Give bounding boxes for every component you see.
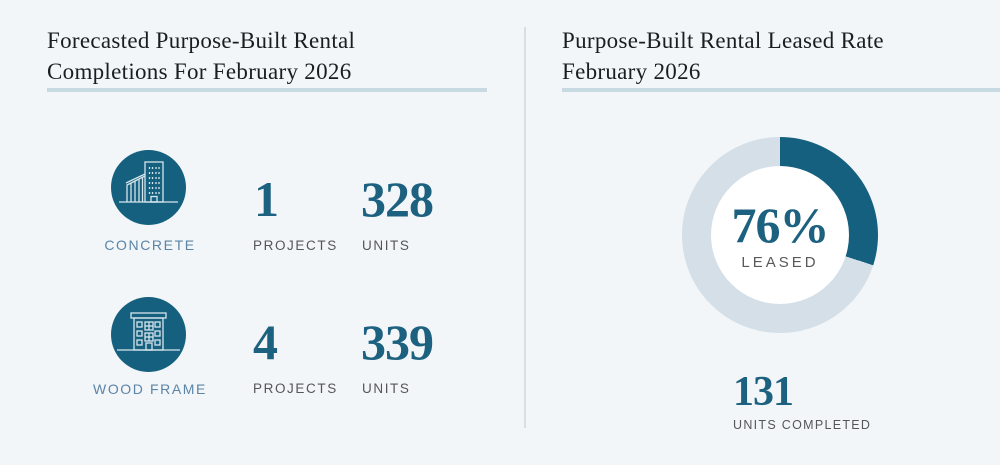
concrete-label: CONCRETE (104, 237, 196, 253)
left-title-underline (47, 88, 487, 92)
left-panel-title-line2: Completions For February 2026 (47, 59, 352, 84)
leased-donut-chart: 76% LEASED (682, 137, 878, 333)
units-completed-value: 131 (733, 369, 794, 415)
wood-projects-label: PROJECTS (253, 381, 338, 396)
wood-frame-circle (111, 297, 186, 372)
leased-percent-value: 76% (731, 196, 830, 253)
right-title-underline (562, 88, 1000, 92)
leased-donut-hole: 76% LEASED (711, 166, 849, 304)
concrete-units-label: UNITS (362, 238, 411, 253)
wood-frame-building-icon (117, 312, 180, 351)
panel-divider (524, 27, 526, 428)
right-panel-title-line2: February 2026 (562, 59, 701, 84)
concrete-projects-value: 1 (254, 171, 279, 227)
wood-units-label: UNITS (362, 381, 411, 396)
right-panel-title-line1: Purpose-Built Rental Leased Rate (562, 28, 884, 53)
concrete-units-value: 328 (361, 171, 434, 227)
right-panel-title: Purpose-Built Rental Leased Rate Februar… (562, 25, 884, 87)
concrete-projects-label: PROJECTS (253, 238, 338, 253)
units-completed-label: UNITS COMPLETED (733, 418, 872, 432)
wood-frame-label: WOOD FRAME (93, 381, 207, 397)
leased-percent-label: LEASED (741, 253, 819, 271)
concrete-building-icon (119, 161, 178, 203)
left-panel-title-line1: Forecasted Purpose-Built Rental (47, 28, 356, 53)
left-panel-title: Forecasted Purpose-Built Rental Completi… (47, 25, 355, 87)
wood-projects-value: 4 (253, 314, 278, 370)
concrete-circle (111, 150, 186, 225)
wood-units-value: 339 (361, 314, 434, 370)
